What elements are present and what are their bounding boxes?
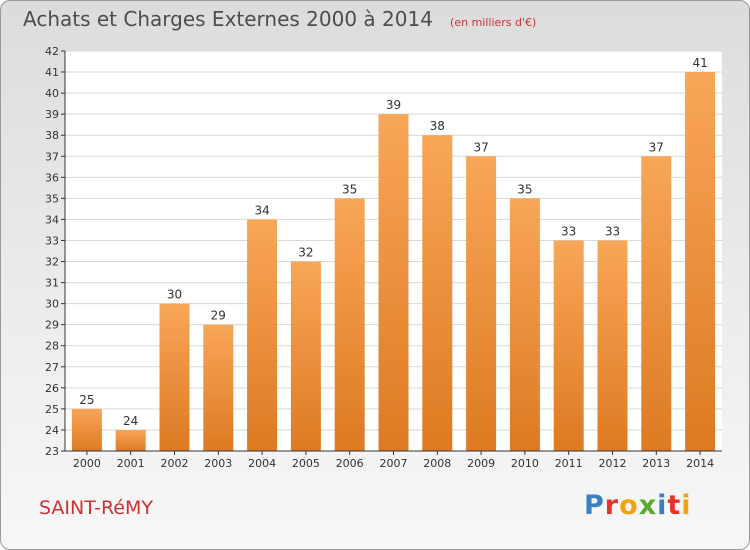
x-tick-label: 2000 <box>73 457 101 470</box>
y-tick-label: 23 <box>45 445 59 458</box>
x-tick-label: 2010 <box>511 457 539 470</box>
x-tick-label: 2006 <box>336 457 364 470</box>
y-tick-label: 26 <box>45 382 59 395</box>
y-axis-ticks: 23 24 25 26 27 28 29 30 31 32 33 34 35 36 37 38 39 40 41 42 <box>45 45 65 458</box>
logo-letter: r <box>604 490 620 521</box>
value-label: 35 <box>517 182 532 196</box>
x-axis-ticks: 2000 2001 2002 2003 2004 2005 2006 2007 2008 2009… <box>73 451 714 470</box>
chart-title: Achats et Charges Externes 2000 à 2014 <box>23 7 433 31</box>
y-tick-label: 42 <box>45 45 59 58</box>
bar <box>334 198 365 451</box>
bar <box>290 261 321 451</box>
y-tick-label: 40 <box>45 87 59 100</box>
value-label: 34 <box>254 203 269 217</box>
value-labels: 25 24 30 29 34 32 35 39 38 37 35 33 33 37 41 <box>79 56 707 428</box>
y-tick-label: 33 <box>45 234 59 247</box>
logo-letter: i <box>681 490 692 521</box>
bar <box>203 324 234 451</box>
bar <box>641 156 672 451</box>
bar <box>466 156 497 451</box>
value-label: 29 <box>211 309 226 323</box>
x-tick-label: 2005 <box>292 457 320 470</box>
y-tick-label: 29 <box>45 319 59 332</box>
y-tick-label: 24 <box>45 424 59 437</box>
proxiti-logo: Proxiti <box>584 490 692 521</box>
bar <box>71 408 102 451</box>
x-tick-label: 2002 <box>161 457 189 470</box>
bar <box>685 72 716 451</box>
y-tick-label: 41 <box>45 66 59 79</box>
y-tick-label: 32 <box>45 256 59 269</box>
y-tick-label: 28 <box>45 340 59 353</box>
x-tick-label: 2011 <box>555 457 583 470</box>
bar <box>378 114 409 451</box>
y-tick-label: 36 <box>45 171 59 184</box>
value-label: 35 <box>342 182 357 196</box>
logo-letter: t <box>667 490 682 521</box>
logo-letter: x <box>638 490 658 521</box>
commune-name: SAINT-RéMY <box>39 497 153 519</box>
value-label: 30 <box>167 288 182 302</box>
x-tick-label: 2013 <box>642 457 670 470</box>
x-tick-label: 2008 <box>423 457 451 470</box>
logo-letter: i <box>657 490 668 521</box>
y-tick-label: 37 <box>45 150 59 163</box>
x-tick-label: 2012 <box>599 457 627 470</box>
value-label: 25 <box>79 393 94 407</box>
y-tick-label: 27 <box>45 361 59 374</box>
bar <box>247 219 278 451</box>
value-label: 24 <box>123 414 138 428</box>
y-tick-label: 38 <box>45 129 59 142</box>
chart-units: (en milliers d'€) <box>450 16 537 29</box>
x-tick-label: 2004 <box>248 457 276 470</box>
value-label: 33 <box>561 224 576 238</box>
y-tick-label: 34 <box>45 213 59 226</box>
x-tick-label: 2007 <box>380 457 408 470</box>
value-label: 38 <box>430 119 445 133</box>
logo-letter: o <box>619 490 639 521</box>
value-label: 37 <box>649 140 664 154</box>
value-label: 32 <box>298 246 313 260</box>
value-label: 33 <box>605 224 620 238</box>
bar <box>553 240 584 451</box>
y-tick-label: 30 <box>45 298 59 311</box>
x-tick-label: 2014 <box>686 457 714 470</box>
bar <box>422 135 453 452</box>
y-tick-label: 35 <box>45 192 59 205</box>
bar <box>509 198 540 451</box>
value-label: 41 <box>692 56 707 70</box>
y-tick-label: 39 <box>45 108 59 121</box>
bar <box>597 240 628 451</box>
title-row: Achats et Charges Externes 2000 à 2014 (… <box>23 7 536 31</box>
y-tick-label: 31 <box>45 277 59 290</box>
x-tick-label: 2001 <box>117 457 145 470</box>
bars <box>71 72 716 452</box>
bar <box>159 303 190 451</box>
logo-letter: P <box>584 490 605 521</box>
value-label: 39 <box>386 98 401 112</box>
value-label: 37 <box>473 140 488 154</box>
bar <box>115 429 146 451</box>
y-tick-label: 25 <box>45 403 59 416</box>
x-tick-label: 2009 <box>467 457 495 470</box>
x-tick-label: 2003 <box>204 457 232 470</box>
